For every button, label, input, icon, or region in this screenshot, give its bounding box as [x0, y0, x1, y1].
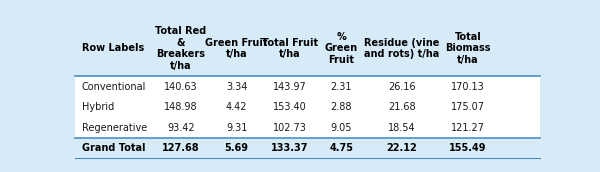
- Text: 2.31: 2.31: [331, 82, 352, 92]
- Text: 9.31: 9.31: [226, 123, 247, 133]
- Text: 18.54: 18.54: [388, 123, 415, 133]
- Text: 170.13: 170.13: [451, 82, 485, 92]
- Text: %
Green
Fruit: % Green Fruit: [325, 32, 358, 65]
- Text: Hybrid: Hybrid: [82, 102, 114, 112]
- Text: 4.42: 4.42: [226, 102, 247, 112]
- Text: Green Fruit
t/ha: Green Fruit t/ha: [205, 38, 268, 59]
- Text: Total Red
&
Breakers
t/ha: Total Red & Breakers t/ha: [155, 26, 206, 71]
- Text: 3.34: 3.34: [226, 82, 247, 92]
- Text: 2.88: 2.88: [331, 102, 352, 112]
- Text: Grand Total: Grand Total: [82, 143, 145, 153]
- Text: 140.63: 140.63: [164, 82, 197, 92]
- Text: 143.97: 143.97: [273, 82, 307, 92]
- Text: 153.40: 153.40: [273, 102, 307, 112]
- Text: Row Labels: Row Labels: [82, 44, 144, 53]
- Text: Conventional: Conventional: [82, 82, 146, 92]
- Bar: [75, 76, 540, 97]
- Text: 127.68: 127.68: [162, 143, 200, 153]
- Text: 9.05: 9.05: [331, 123, 352, 133]
- Text: 133.37: 133.37: [271, 143, 309, 153]
- Text: Regenerative: Regenerative: [82, 123, 147, 133]
- Bar: [75, 138, 540, 158]
- Text: Total
Biomass
t/ha: Total Biomass t/ha: [445, 32, 491, 65]
- Text: 121.27: 121.27: [451, 123, 485, 133]
- Text: 93.42: 93.42: [167, 123, 194, 133]
- Bar: [75, 117, 540, 138]
- Text: Residue (vine
and rots) t/ha: Residue (vine and rots) t/ha: [364, 38, 439, 59]
- Text: 175.07: 175.07: [451, 102, 485, 112]
- Bar: [75, 97, 540, 117]
- Text: 26.16: 26.16: [388, 82, 415, 92]
- Text: 5.69: 5.69: [224, 143, 248, 153]
- Text: 21.68: 21.68: [388, 102, 415, 112]
- Text: 4.75: 4.75: [329, 143, 353, 153]
- Text: Total Fruit
t/ha: Total Fruit t/ha: [262, 38, 318, 59]
- Text: 148.98: 148.98: [164, 102, 197, 112]
- Text: 155.49: 155.49: [449, 143, 487, 153]
- Text: 22.12: 22.12: [386, 143, 417, 153]
- Text: 102.73: 102.73: [273, 123, 307, 133]
